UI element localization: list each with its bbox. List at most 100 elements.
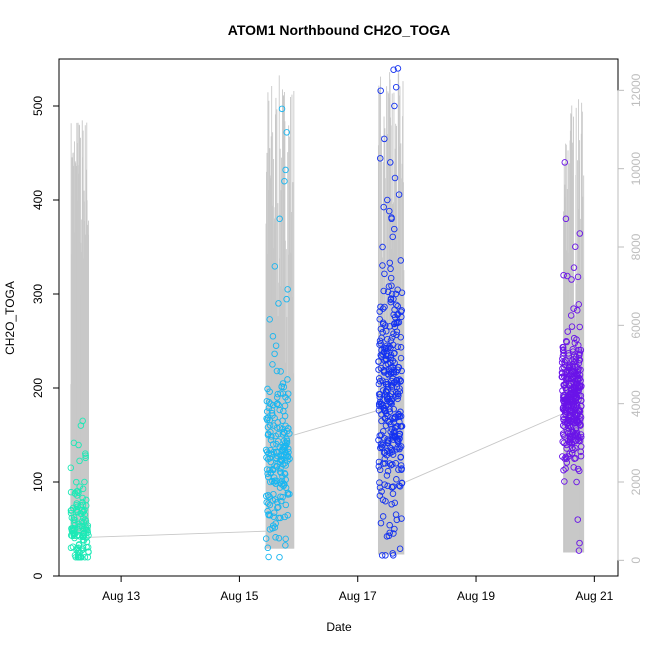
data-point	[380, 428, 387, 435]
data-point	[379, 262, 386, 269]
data-point	[384, 482, 391, 490]
data-point	[383, 389, 390, 396]
data-point	[270, 509, 278, 516]
data-point	[280, 482, 287, 490]
data-point	[574, 465, 582, 473]
data-point	[572, 444, 579, 452]
data-point	[575, 437, 583, 444]
data-point	[390, 330, 397, 338]
data-point	[70, 514, 78, 521]
axes-layer: Aug 13 Aug 15 Aug 17 Aug 19 Aug 21 0 100 200 300…	[31, 73, 643, 603]
data-point	[381, 357, 389, 364]
data-point	[265, 430, 272, 438]
altitude-layer	[70, 71, 585, 555]
data-point	[394, 65, 402, 72]
points-layer	[67, 65, 585, 561]
data-point	[378, 417, 385, 425]
data-point	[273, 394, 281, 401]
data-point	[388, 282, 395, 289]
data-point	[567, 372, 574, 379]
data-point	[386, 521, 393, 529]
data-point	[376, 466, 384, 474]
data-point	[388, 215, 395, 223]
y2-tick-label: 0	[629, 557, 643, 564]
data-point	[376, 479, 383, 486]
data-point	[570, 464, 577, 471]
data-point	[275, 514, 282, 522]
data-point	[391, 359, 398, 367]
y-tick-label: 0	[31, 572, 45, 579]
data-point	[79, 494, 86, 502]
data-point	[269, 333, 277, 340]
data-point	[280, 445, 288, 452]
data-point	[375, 463, 383, 470]
data-point	[566, 450, 573, 458]
data-point	[384, 467, 392, 475]
data-point	[281, 443, 289, 451]
data-point	[392, 319, 400, 326]
data-point	[283, 437, 291, 445]
data-point	[572, 425, 579, 432]
data-point	[282, 166, 289, 174]
data-point	[278, 383, 285, 391]
data-point	[265, 404, 273, 412]
data-point	[283, 129, 290, 136]
data-point	[263, 499, 270, 506]
data-point	[280, 383, 288, 391]
data-point	[271, 263, 279, 270]
data-point	[273, 367, 281, 375]
data-point	[389, 490, 397, 497]
data-point	[391, 102, 398, 110]
data-point	[397, 453, 405, 461]
data-point	[387, 159, 394, 166]
data-point	[573, 363, 581, 371]
data-point	[266, 478, 274, 486]
data-point	[390, 350, 398, 357]
data-point	[560, 466, 567, 474]
x-tick-label: Aug 15	[220, 589, 258, 603]
data-point	[573, 412, 580, 419]
data-point	[381, 460, 389, 467]
data-point	[265, 500, 272, 507]
data-point	[378, 552, 386, 559]
data-point	[274, 390, 281, 398]
data-point	[382, 422, 390, 429]
data-point	[267, 436, 275, 444]
data-point	[576, 230, 584, 237]
data-point	[275, 503, 282, 511]
data-point	[377, 351, 385, 359]
data-point	[376, 402, 383, 410]
data-point	[398, 515, 405, 522]
data-point	[380, 369, 388, 376]
data-point	[388, 383, 396, 390]
data-point	[561, 358, 568, 366]
data-point	[389, 233, 396, 241]
data-point	[567, 312, 575, 319]
data-point	[378, 431, 385, 439]
data-point	[378, 443, 385, 450]
data-point	[282, 535, 289, 543]
data-point	[383, 344, 390, 352]
data-point	[70, 529, 77, 537]
connector-line	[85, 406, 568, 538]
data-point	[281, 429, 288, 437]
data-point	[562, 215, 570, 223]
data-point	[76, 457, 83, 465]
data-point	[387, 274, 395, 282]
y2-tick-label: 2000	[629, 468, 643, 495]
data-point	[67, 464, 75, 472]
data-point	[397, 354, 405, 362]
data-point	[271, 350, 278, 358]
data-point	[275, 534, 283, 542]
data-point	[268, 409, 276, 417]
data-point	[377, 440, 385, 448]
data-point	[388, 290, 396, 298]
data-point	[395, 191, 403, 198]
data-point	[573, 478, 580, 486]
data-point	[384, 196, 391, 204]
data-point	[574, 410, 581, 418]
connector-layer	[85, 406, 568, 538]
data-point	[266, 316, 273, 323]
data-point	[277, 368, 284, 375]
data-point	[396, 483, 404, 490]
